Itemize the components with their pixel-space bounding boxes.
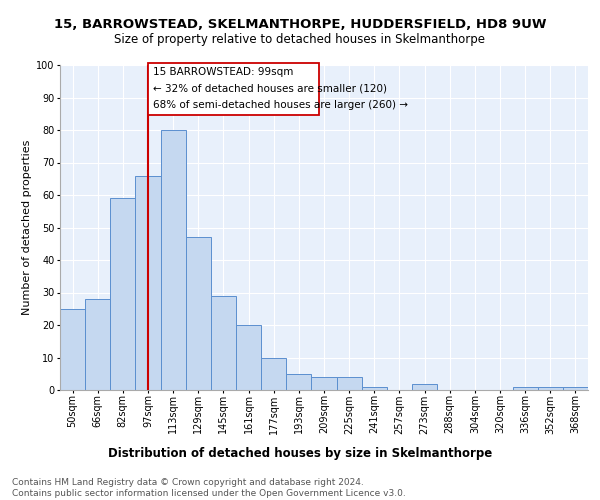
Bar (337, 377, 362, 390)
Bar (136, 176, 161, 390)
Bar (286, 374, 311, 390)
Bar (362, 387, 387, 390)
Text: Contains HM Land Registry data © Crown copyright and database right 2024.
Contai: Contains HM Land Registry data © Crown c… (12, 478, 406, 498)
Bar (110, 198, 136, 390)
Bar (412, 384, 437, 390)
Text: Distribution of detached houses by size in Skelmanthorpe: Distribution of detached houses by size … (108, 448, 492, 460)
FancyBboxPatch shape (148, 64, 319, 116)
Bar (161, 130, 186, 390)
Bar (563, 387, 588, 390)
Bar (60, 308, 85, 390)
Y-axis label: Number of detached properties: Number of detached properties (22, 140, 32, 315)
Bar (186, 238, 211, 390)
Text: Size of property relative to detached houses in Skelmanthorpe: Size of property relative to detached ho… (115, 32, 485, 46)
Bar (236, 325, 261, 390)
Text: 15 BARROWSTEAD: 99sqm: 15 BARROWSTEAD: 99sqm (153, 66, 293, 76)
Bar (311, 377, 337, 390)
Text: 15, BARROWSTEAD, SKELMANTHORPE, HUDDERSFIELD, HD8 9UW: 15, BARROWSTEAD, SKELMANTHORPE, HUDDERSF… (54, 18, 546, 30)
Bar (538, 387, 563, 390)
Bar (85, 299, 110, 390)
Text: ← 32% of detached houses are smaller (120): ← 32% of detached houses are smaller (12… (153, 84, 387, 94)
Bar (261, 358, 286, 390)
Bar (211, 296, 236, 390)
Bar (512, 387, 538, 390)
Text: 68% of semi-detached houses are larger (260) →: 68% of semi-detached houses are larger (… (153, 100, 408, 110)
